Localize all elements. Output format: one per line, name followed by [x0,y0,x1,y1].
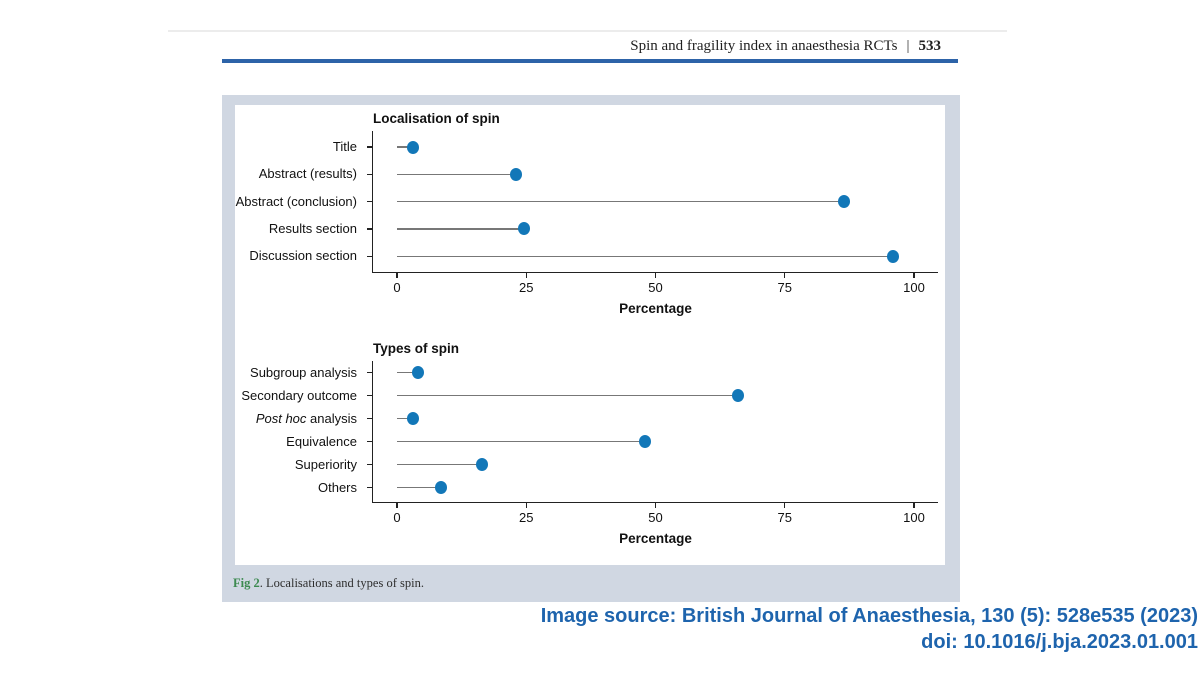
y-tick-mark [367,417,373,420]
lollipop-dot [434,481,447,494]
header-separator: | [906,38,910,54]
category-label: Results section [268,220,357,236]
x-axis-line [371,271,938,273]
running-header-title: Spin and fragility index in anaesthesia … [630,38,898,54]
chart-title: Localisation of spin [373,111,500,126]
y-tick-mark [367,463,373,466]
y-tick-mark [367,486,373,489]
x-tick-mark [654,502,657,508]
x-tick-label: 25 [519,510,534,525]
figure-caption-label: Fig 2 [233,576,260,590]
image-source-line1: Image source: British Journal of Anaesth… [540,605,1198,627]
x-axis-title: Percentage [619,531,692,546]
x-tick-label: 25 [519,280,534,295]
x-tick-label: 75 [777,280,792,295]
x-tick-mark [913,502,915,508]
figure-caption: Fig 2. Localisations and types of spin. [233,576,424,591]
category-label: Abstract (results) [258,166,357,182]
category-label: Discussion section [249,248,357,264]
chart-canvas: Localisation of spin 0 25 50 75 100 Percentage… [235,105,945,565]
x-tick-label: 0 [393,510,401,525]
lollipop-stem [397,417,413,420]
page-number: 533 [918,38,942,54]
figure-2-block: Localisation of spin 0 25 50 75 100 Percentage… [222,95,960,602]
x-tick-label: 50 [648,510,663,525]
lollipop-dot [887,249,900,263]
y-tick-mark [367,255,373,257]
y-tick-mark [367,440,373,443]
x-tick-mark [913,272,915,278]
y-tick-mark [367,394,373,397]
x-tick-mark [396,272,398,278]
lollipop-dot [509,167,522,181]
running-header: Spin and fragility index in anaesthesia … [630,38,941,55]
category-label: Others [317,479,357,495]
lollipop-stem [397,463,483,466]
y-tick-mark [367,146,373,148]
y-tick-mark [367,200,373,203]
image-source-line2: doi: 10.1016/j.bja.2023.01.001 [921,631,1198,653]
y-tick-mark [367,173,373,176]
lollipop-stem [397,486,441,489]
lollipop-stem [397,173,516,176]
top-divider [168,30,1007,32]
header-rule [222,59,958,63]
lollipop-stem [397,394,739,397]
lollipop-dot [406,412,419,425]
category-label: Post hoc analysis [255,410,357,426]
lollipop-stem [397,440,646,443]
y-tick-mark [367,371,373,374]
x-tick-label: 50 [648,280,663,295]
lollipop-dot [639,435,652,448]
x-tick-label: 75 [777,510,792,525]
figure-caption-text: . Localisations and types of spin. [259,576,424,590]
x-axis-title: Percentage [619,301,692,316]
lollipop-dot [517,222,530,236]
lollipop-dot [838,195,851,209]
x-tick-mark [784,502,786,508]
x-tick-mark [525,502,527,508]
lollipop-dot [406,140,419,154]
x-tick-mark [654,272,657,278]
lollipop-stem [397,371,418,374]
lollipop-stem [397,200,845,203]
category-label: Subgroup analysis [250,364,357,380]
x-tick-label: 100 [903,280,925,295]
lollipop-stem [397,228,524,230]
x-tick-label: 100 [903,510,925,525]
lollipop-stem [397,255,894,258]
category-label: Secondary outcome [241,387,357,403]
category-label: Abstract (conclusion) [235,193,357,209]
lollipop-dot [476,458,489,471]
y-tick-mark [367,228,373,230]
x-tick-label: 0 [393,280,401,295]
lollipop-stem [397,146,413,148]
lollipop-dot [732,389,745,402]
x-tick-mark [396,502,398,508]
x-axis-line [371,501,938,503]
lollipop-dot [411,366,424,379]
x-tick-mark [525,272,527,278]
category-label: Superiority [294,456,357,472]
category-label: Title [332,139,357,154]
y-axis-line [371,361,373,502]
image-source: Image source: British Journal of Anaesth… [541,603,1198,655]
category-label: Equivalence [286,433,357,449]
chart-title: Types of spin [373,341,460,356]
x-tick-mark [784,272,786,278]
